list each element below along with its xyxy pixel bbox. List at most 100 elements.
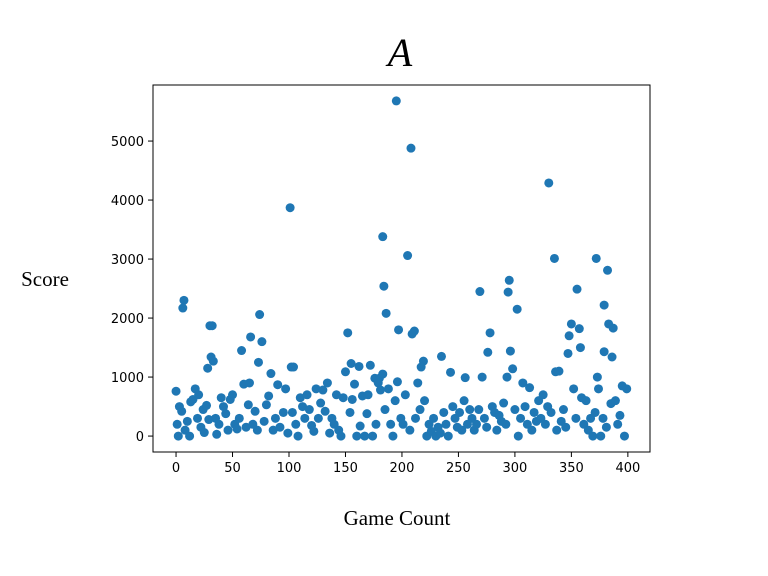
point xyxy=(309,426,319,436)
point xyxy=(325,428,335,438)
point xyxy=(441,419,451,429)
x-tick-label: 250 xyxy=(446,461,471,476)
point xyxy=(460,373,470,383)
point xyxy=(298,402,308,412)
point xyxy=(603,265,613,275)
point xyxy=(311,384,321,394)
point xyxy=(499,398,509,408)
point xyxy=(599,300,609,310)
point xyxy=(590,407,600,417)
point xyxy=(512,304,522,314)
point xyxy=(388,431,398,441)
x-tick-label: 100 xyxy=(277,461,302,476)
point xyxy=(204,415,214,425)
point xyxy=(599,347,609,357)
point xyxy=(338,393,348,403)
point xyxy=(178,303,188,313)
point xyxy=(252,425,262,435)
point xyxy=(381,308,391,318)
point xyxy=(316,398,326,408)
point xyxy=(546,407,556,417)
y-tick-label: 0 xyxy=(136,430,144,445)
point xyxy=(510,405,520,415)
point xyxy=(202,400,212,410)
point xyxy=(527,425,537,435)
point xyxy=(352,431,362,441)
point xyxy=(501,419,511,429)
point xyxy=(255,310,265,320)
point xyxy=(615,410,625,420)
point xyxy=(243,400,253,410)
point xyxy=(619,431,629,441)
point xyxy=(398,419,408,429)
point xyxy=(405,425,415,435)
point xyxy=(482,422,492,432)
point xyxy=(435,428,445,438)
point xyxy=(549,253,559,263)
point xyxy=(216,393,226,403)
point xyxy=(264,391,274,401)
point xyxy=(289,362,299,372)
point xyxy=(285,203,295,213)
point xyxy=(360,431,370,441)
point xyxy=(300,413,310,423)
y-tick-label: 3000 xyxy=(111,253,144,268)
point xyxy=(270,413,280,423)
point xyxy=(234,413,244,423)
point xyxy=(228,390,238,400)
point xyxy=(475,287,485,297)
point xyxy=(383,384,393,394)
point xyxy=(429,413,439,423)
point xyxy=(193,413,203,423)
point xyxy=(232,424,242,434)
x-axis-label: Game Count xyxy=(344,506,451,530)
point xyxy=(373,378,383,388)
point xyxy=(295,393,305,403)
point xyxy=(391,96,401,106)
point xyxy=(436,351,446,361)
x-tick-label: 50 xyxy=(224,461,241,476)
point xyxy=(394,325,404,335)
point xyxy=(492,425,502,435)
x-tick-label: 400 xyxy=(615,461,640,476)
point xyxy=(415,405,425,415)
point xyxy=(380,405,390,415)
point xyxy=(171,386,181,396)
point xyxy=(212,429,222,439)
point xyxy=(340,367,350,377)
point xyxy=(459,396,469,406)
point xyxy=(596,431,606,441)
point xyxy=(345,407,355,417)
point xyxy=(564,331,574,341)
point xyxy=(575,343,585,353)
point xyxy=(207,321,217,331)
point xyxy=(613,419,623,429)
point xyxy=(465,405,475,415)
point xyxy=(607,352,617,362)
point xyxy=(278,407,288,417)
point xyxy=(525,383,535,393)
x-tick-label: 150 xyxy=(333,461,358,476)
point xyxy=(446,367,456,377)
point xyxy=(275,422,285,432)
point xyxy=(257,337,267,347)
point xyxy=(598,413,608,423)
point xyxy=(318,385,328,395)
point xyxy=(223,425,233,435)
point xyxy=(336,431,346,441)
point xyxy=(505,346,515,356)
point xyxy=(182,416,192,426)
x-tick-label: 0 xyxy=(172,461,180,476)
point xyxy=(354,361,364,371)
point xyxy=(552,425,562,435)
y-tick-label: 4000 xyxy=(111,194,144,209)
point xyxy=(563,348,573,358)
point xyxy=(443,431,453,441)
point xyxy=(504,275,514,285)
point xyxy=(331,390,341,400)
point xyxy=(503,287,513,297)
point xyxy=(413,378,423,388)
point xyxy=(291,419,301,429)
point xyxy=(283,428,293,438)
